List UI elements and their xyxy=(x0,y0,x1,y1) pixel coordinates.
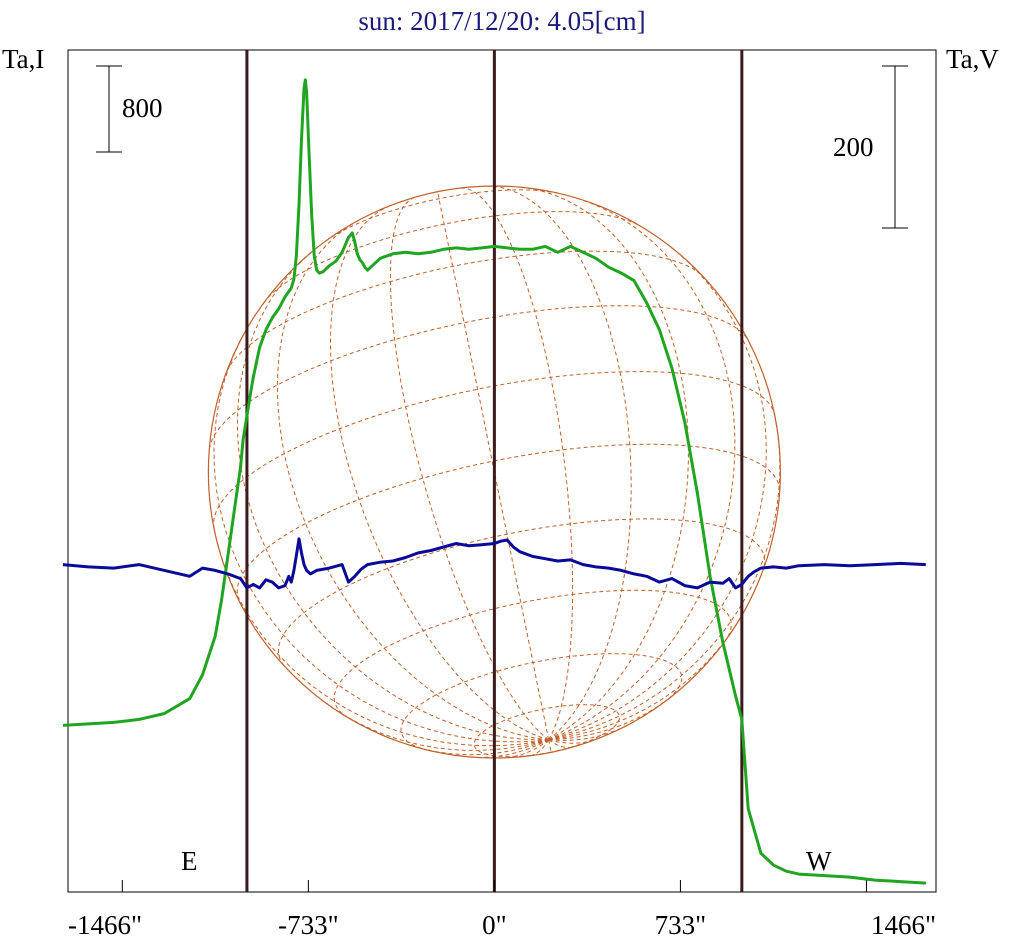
longitude-line xyxy=(548,723,630,741)
longitude-line xyxy=(528,739,550,757)
latitude-line xyxy=(236,443,781,601)
left-scale-bar: 800 xyxy=(96,65,163,153)
vertical-markers xyxy=(245,50,744,892)
longitude-line xyxy=(424,739,549,756)
polarization-series-line xyxy=(62,537,926,590)
x-tick-label: 0" xyxy=(482,910,507,940)
longitude-line xyxy=(548,739,574,749)
latitude-line xyxy=(208,305,749,450)
longitude-line xyxy=(548,699,668,741)
west-limb-label: W xyxy=(806,846,832,876)
latitude-line xyxy=(325,189,561,242)
latitude-line xyxy=(263,211,642,304)
x-tick-label: -733" xyxy=(278,910,339,940)
right-scale-bar-label: 200 xyxy=(833,132,874,162)
right-scale-bar: 200 xyxy=(833,65,908,229)
longitude-line xyxy=(321,699,549,751)
longitude-line xyxy=(236,251,549,741)
left-scale-bar-label: 800 xyxy=(122,93,163,123)
left-axis-label: Ta,I xyxy=(2,44,44,74)
x-tick-label: 733" xyxy=(655,910,707,940)
longitude-line xyxy=(213,528,549,747)
x-tick-label: 1466" xyxy=(871,910,936,940)
chart-title: sun: 2017/12/20: 4.05[cm] xyxy=(358,6,645,36)
longitude-line xyxy=(548,415,781,741)
longitude-line xyxy=(548,739,594,744)
solar-grid xyxy=(207,185,781,759)
longitude-line xyxy=(437,191,550,740)
longitude-line xyxy=(460,187,574,741)
plot-frame xyxy=(67,49,937,893)
longitude-line xyxy=(507,739,549,759)
x-tick-label: -1466" xyxy=(68,910,142,940)
longitude-line xyxy=(389,196,550,741)
longitude-line xyxy=(468,739,549,758)
latitude-line xyxy=(226,250,703,372)
longitude-line xyxy=(548,614,743,741)
latitude-line xyxy=(277,518,766,666)
series-lines xyxy=(62,78,926,885)
longitude-line xyxy=(213,329,549,743)
latitude-line xyxy=(333,589,732,719)
x-axis-ticks: -1466" -733" 0" 733" 1466" xyxy=(68,880,936,940)
right-axis-label: Ta,V xyxy=(946,44,999,74)
east-limb-label: E xyxy=(181,846,198,876)
longitude-line xyxy=(548,243,767,741)
longitude-line xyxy=(520,186,689,741)
intensity-series-line xyxy=(62,78,926,885)
longitude-line xyxy=(548,739,552,753)
longitude-line xyxy=(276,219,549,741)
latitude-line xyxy=(213,371,776,529)
longitude-line xyxy=(330,206,549,741)
longitude-line xyxy=(548,197,736,741)
longitude-line xyxy=(488,185,632,741)
